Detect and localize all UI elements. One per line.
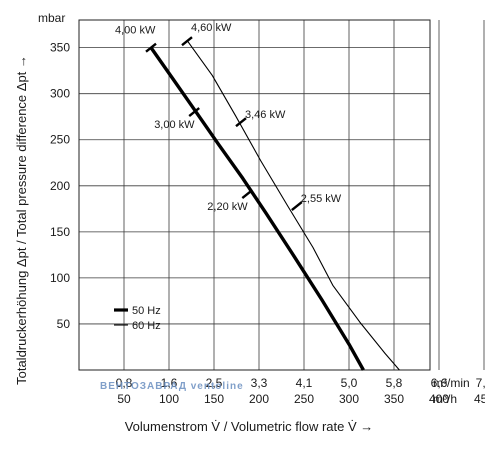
x-tick-label-m3h: 400 bbox=[429, 392, 449, 406]
x-tick-label-m3h: 450 bbox=[474, 392, 485, 406]
series-line-60hz bbox=[186, 39, 400, 371]
x-tick-label-m3min: 7,5 bbox=[476, 376, 485, 390]
y-tick-label: 350 bbox=[50, 41, 70, 55]
y-tick-label: 50 bbox=[57, 317, 71, 331]
x-tick-label-m3h: 50 bbox=[117, 392, 131, 406]
legend-label-50hz: 50 Hz bbox=[132, 305, 161, 317]
watermark: ВЕНТОЗАВРАД ventoline bbox=[100, 381, 244, 392]
x-tick-label-m3min: 6,6 bbox=[431, 376, 448, 390]
y-tick-label: 150 bbox=[50, 225, 70, 239]
power-marker-label: 4,00 kW bbox=[115, 25, 156, 37]
x-tick-label-m3min: 1,6 bbox=[161, 376, 178, 390]
plot-frame bbox=[78, 19, 431, 371]
legend: 50 Hz 60 Hz bbox=[114, 305, 161, 332]
power-marker-tick bbox=[235, 117, 247, 128]
y-tick-label: 250 bbox=[50, 133, 70, 147]
x-tick-label-m3h: 100 bbox=[159, 392, 179, 406]
x-tick-label-m3min: 3,3 bbox=[251, 376, 268, 390]
power-marker-tick bbox=[291, 201, 303, 211]
power-marker-tick bbox=[188, 107, 200, 118]
axes bbox=[78, 19, 431, 371]
power-markers: 4,00 kW 3,00 kW 2,20 kW 4,60 kW 3,46 kW 2,55 … bbox=[115, 22, 342, 213]
power-marker-tick bbox=[241, 189, 254, 200]
x-tick-label-m3min: 5,8 bbox=[386, 376, 403, 390]
x-axis-title: Volumenstrom V̇ / Volumetric flow rate V… bbox=[125, 419, 374, 434]
grid bbox=[79, 20, 485, 370]
x-tick-label-m3h: 300 bbox=[339, 392, 359, 406]
y-tick-label: 200 bbox=[50, 179, 70, 193]
x-tick-label-m3min: 5,0 bbox=[341, 376, 358, 390]
y-tick-label: 300 bbox=[50, 87, 70, 101]
power-marker-label: 3,00 kW bbox=[154, 119, 195, 131]
series-lines bbox=[149, 39, 400, 371]
x-tick-label-m3h: 350 bbox=[384, 392, 404, 406]
x-unit-m3h: m³/h bbox=[433, 392, 457, 406]
y-tick-label: 100 bbox=[50, 271, 70, 285]
x-tick-label-m3h: 250 bbox=[294, 392, 314, 406]
legend-label-60hz: 60 Hz bbox=[132, 320, 161, 332]
x-tick-label-m3min: 2,5 bbox=[206, 376, 223, 390]
power-marker-label: 2,55 kW bbox=[301, 193, 342, 205]
x-tick-label-m3h: 150 bbox=[204, 392, 224, 406]
power-marker-label: 3,46 kW bbox=[245, 109, 286, 121]
y-axis-title: Totaldruckerhöhung Δpt / Total pressure … bbox=[14, 55, 29, 385]
y-unit-label: mbar bbox=[38, 11, 65, 25]
tick-labels: 50 100 150 200 250 300 350 0,8 50 1,6 100 2,5 150 3,3… bbox=[50, 41, 485, 406]
power-marker-label: 2,20 kW bbox=[207, 201, 248, 213]
x-tick-label-m3min: 4,1 bbox=[296, 376, 313, 390]
x-tick-label-m3h: 200 bbox=[249, 392, 269, 406]
series-line-50hz bbox=[149, 46, 365, 371]
x-tick-label-m3min: 0,8 bbox=[116, 376, 133, 390]
power-marker-tick bbox=[145, 42, 157, 53]
power-marker-label: 4,60 kW bbox=[191, 22, 232, 34]
x-unit-m3min: m³/min bbox=[433, 376, 470, 390]
power-marker-tick bbox=[181, 36, 193, 47]
